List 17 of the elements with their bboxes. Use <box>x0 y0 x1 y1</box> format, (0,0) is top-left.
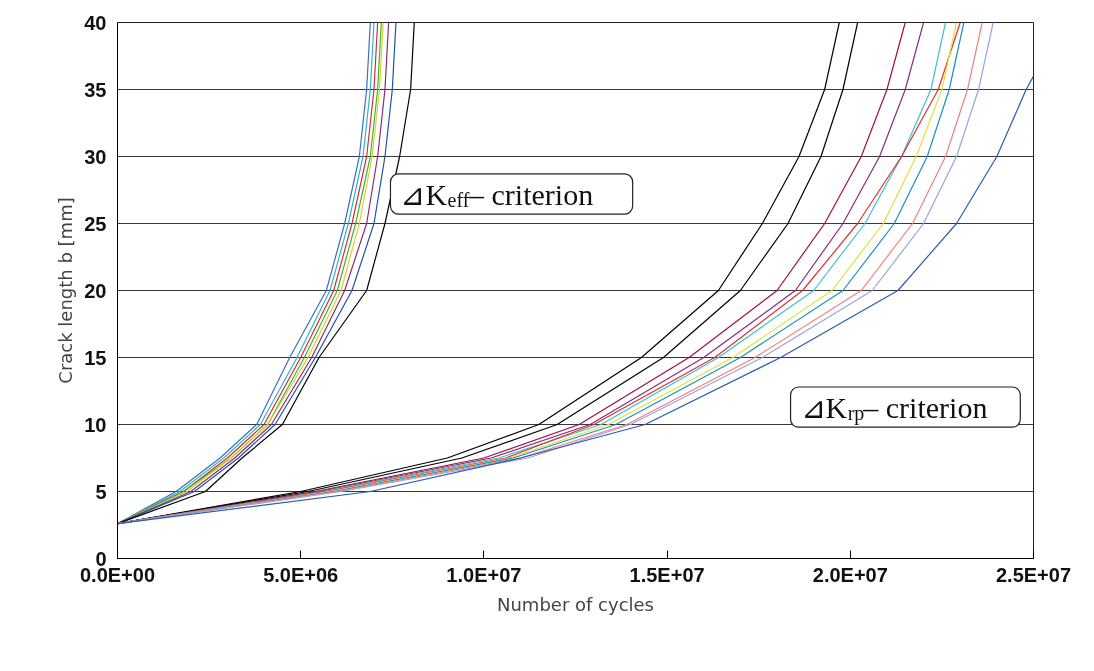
annotation: ⊿Keff– criterion <box>400 177 594 212</box>
y-tick-label: 15 <box>84 346 107 369</box>
x-tick-label: 1.0E+07 <box>446 563 522 586</box>
y-tick-label: 30 <box>84 145 107 168</box>
annotation: ⊿Krp– criterion <box>800 390 988 426</box>
y-tick-label: 10 <box>84 413 107 436</box>
y-tick-label: 25 <box>84 212 107 235</box>
y-axis-title: Crack length b [mm] <box>55 197 77 384</box>
x-tick-label: 5.0E+06 <box>263 563 339 586</box>
y-tick-label: 5 <box>95 480 107 503</box>
x-axis-title: Number of cycles <box>497 593 654 615</box>
x-tick-label: 2.0E+07 <box>812 563 888 586</box>
x-tick-label: 2.5E+07 <box>995 563 1072 586</box>
x-tick-label: 1.5E+07 <box>629 563 705 586</box>
y-tick-label: 40 <box>84 11 107 34</box>
y-tick-label: 20 <box>84 279 107 302</box>
y-tick-label: 35 <box>84 78 107 101</box>
